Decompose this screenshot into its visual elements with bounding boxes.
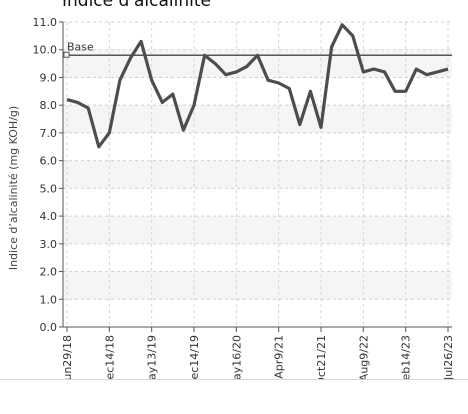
x-tick-label: Apr9/21 [273, 335, 286, 379]
x-tick-label: May16/20 [230, 335, 243, 380]
x-tick-label: May13/19 [146, 335, 159, 380]
axes [59, 21, 452, 332]
y-tick-label: 3.0 [40, 238, 58, 251]
y-tick-label: 8.0 [40, 99, 58, 112]
plot-band [63, 105, 452, 133]
reference-line-label: Base [67, 40, 94, 53]
bottom-divider [0, 379, 468, 414]
line-chart: 0.0 1.0 2.0 3.0 4.0 5.0 6.0 7.0 8.0 9.0 10.0 11.0 J… [7, 16, 455, 380]
plot-band [63, 216, 452, 244]
x-tick-label: Aug9/22 [357, 335, 370, 380]
y-tick-label: 2.0 [40, 266, 58, 279]
y-axis-label: Indice d’alcalinité (mg KOH/g) [7, 106, 20, 270]
y-tick-label: 9.0 [40, 71, 58, 84]
y-tick-label: 5.0 [40, 182, 58, 195]
plot-band [63, 160, 452, 189]
chart-title: Indice d'alcalinité [62, 0, 211, 11]
x-tick-label: Oct21/21 [315, 335, 328, 380]
x-tick-labels: Jun29/18 Dec14/18 May13/19 Dec14/19 May16/20… [61, 335, 455, 380]
y-tick-label: 10.0 [33, 44, 58, 57]
y-tick-label: 11.0 [33, 16, 58, 29]
series-group [66, 23, 449, 149]
x-tick-label: Dec14/18 [103, 335, 116, 380]
y-tick-labels: 0.0 1.0 2.0 3.0 4.0 5.0 6.0 7.0 8.0 9.0 10.0 11.0 [33, 16, 58, 334]
reference-line-marker [63, 51, 70, 58]
x-tick-label: Feb14/23 [400, 335, 413, 380]
x-tick-label: Dec14/19 [188, 335, 201, 380]
series-line [66, 23, 449, 149]
x-tick-label: Jun29/18 [61, 335, 74, 380]
y-tick-label: 6.0 [40, 155, 58, 168]
y-tick-label: 1.0 [40, 293, 58, 306]
y-tick-label: 4.0 [40, 210, 58, 223]
y-tick-label: 0.0 [40, 321, 58, 334]
plot-band [63, 271, 452, 300]
x-tick-label: Jul26/23 [442, 335, 455, 380]
y-tick-label: 7.0 [40, 127, 58, 140]
